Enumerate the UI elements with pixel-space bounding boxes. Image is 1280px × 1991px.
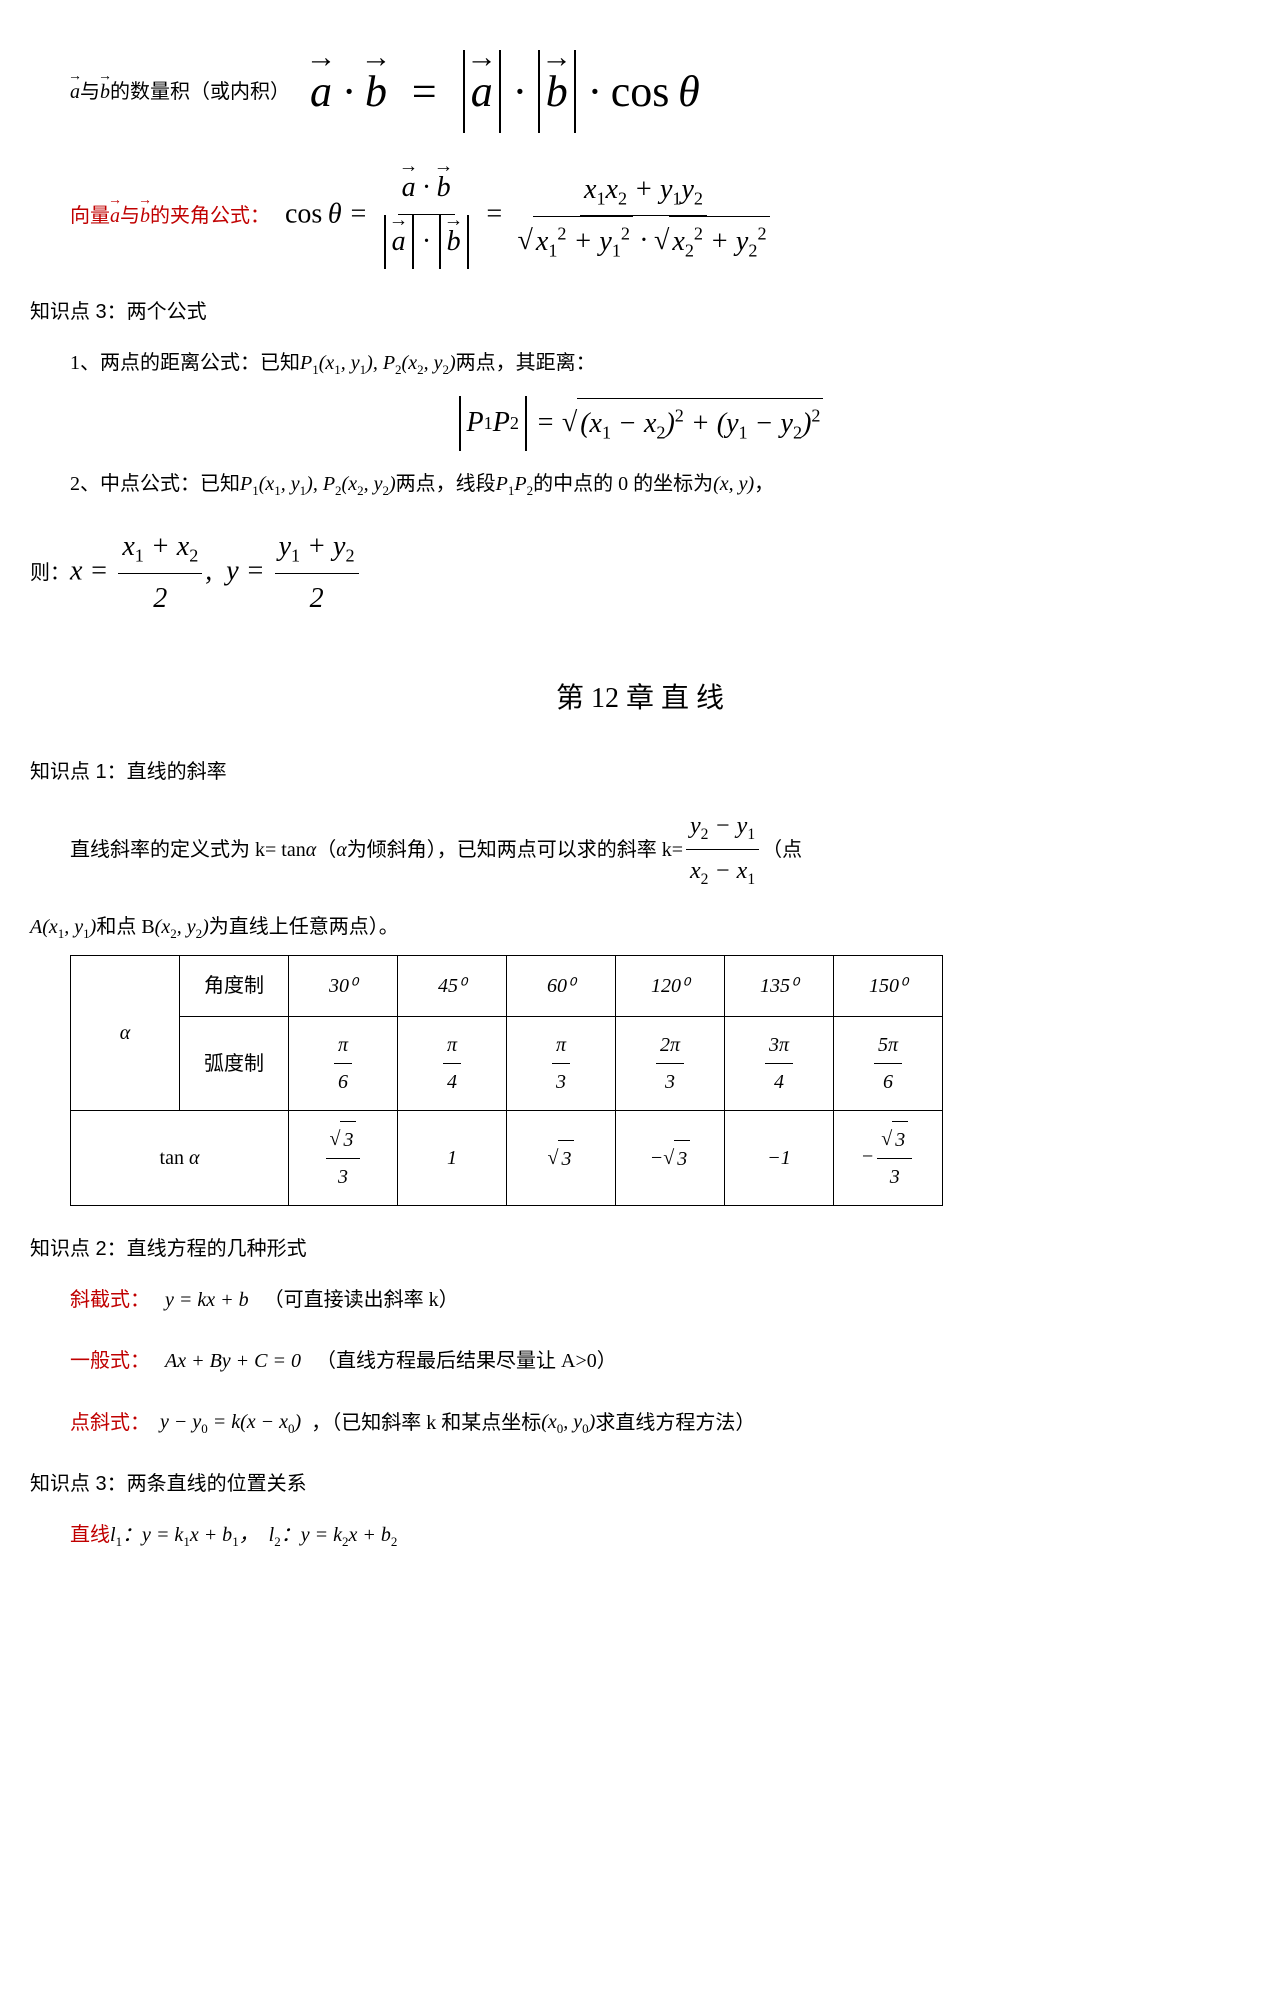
- alpha-cell: α: [71, 956, 180, 1111]
- chapter-title: 第 12 章 直 线: [30, 674, 1250, 724]
- rad-label: 弧度制: [180, 1017, 289, 1111]
- deg-1: 45⁰: [398, 956, 507, 1017]
- label: 向量a与b的夹角公式：: [70, 198, 270, 234]
- dot-product-formula: a · b = a · b · cos θ: [310, 50, 700, 133]
- two-lines: 直线 l1：y = k1x + b1， l2：y = k2x + b2: [30, 1517, 1250, 1553]
- tan-0: √33: [289, 1111, 398, 1206]
- rad-2: π3: [507, 1017, 616, 1111]
- deg-label: 角度制: [180, 956, 289, 1017]
- deg-4: 135⁰: [725, 956, 834, 1017]
- kp2-heading: 知识点 2：直线方程的几种形式: [30, 1231, 1250, 1267]
- midpoint-formula: 则： x = x1 + x22, y = y1 + y22: [30, 522, 1250, 624]
- tan-5: −√33: [834, 1111, 943, 1206]
- deg-0: 30⁰: [289, 956, 398, 1017]
- tan-4: −1: [725, 1111, 834, 1206]
- dot-product-line: a 与 b 的数量积（或内积） a · b = a · b · cos θ: [30, 50, 1250, 133]
- angle-formula: cos θ = a · b a · b = x1x2 + y1y2 √x12 +…: [285, 163, 777, 269]
- kp3b-heading: 知识点 3：两条直线的位置关系: [30, 1466, 1250, 1502]
- slope-def: 直线斜率的定义式为 k= tanα （α 为倾斜角），已知两点可以求的斜率 k=…: [30, 805, 1250, 894]
- rad-5: 5π6: [834, 1017, 943, 1111]
- midpoint-label: 2、中点公式：已知 P1(x1, y1), P2(x2, y2) 两点，线段 P…: [30, 466, 1250, 502]
- slope-points: A(x1, y1) 和点 B (x2, y2) 为直线上任意两点）。: [30, 909, 1250, 945]
- rad-0: π6: [289, 1017, 398, 1111]
- rad-1: π4: [398, 1017, 507, 1111]
- rad-3: 2π3: [616, 1017, 725, 1111]
- tan-label: tan α: [71, 1111, 289, 1206]
- distance-formula: P1P2 = √(x1 − x2)2 + (y1 − y2)2: [30, 396, 1250, 450]
- form-general: 一般式： Ax + By + C = 0 （直线方程最后结果尽量让 A>0）: [30, 1343, 1250, 1379]
- kp3-heading: 知识点 3：两个公式: [30, 294, 1250, 330]
- deg-3: 120⁰: [616, 956, 725, 1017]
- kp1-heading: 知识点 1：直线的斜率: [30, 754, 1250, 790]
- text: 的数量积（或内积）: [110, 74, 290, 110]
- angle-formula-line: 向量a与b的夹角公式： cos θ = a · b a · b = x1x2 +…: [30, 163, 1250, 269]
- tan-1: 1: [398, 1111, 507, 1206]
- tan-2: √3: [507, 1111, 616, 1206]
- deg-2: 60⁰: [507, 956, 616, 1017]
- rad-4: 3π4: [725, 1017, 834, 1111]
- tan-3: −√3: [616, 1111, 725, 1206]
- angle-table: α 角度制 30⁰ 45⁰ 60⁰ 120⁰ 135⁰ 150⁰ 弧度制 π6 …: [70, 955, 943, 1206]
- deg-5: 150⁰: [834, 956, 943, 1017]
- form-slope-intercept: 斜截式： y = kx + b （可直接读出斜率 k）: [30, 1282, 1250, 1318]
- text: 与: [80, 74, 100, 110]
- distance-label: 1、两点的距离公式：已知 P1(x1, y1), P2(x2, y2) 两点，其…: [30, 345, 1250, 381]
- form-point-slope: 点斜式： y − y0 = k(x − x0) ，（已知斜率 k 和某点坐标 (…: [30, 1404, 1250, 1440]
